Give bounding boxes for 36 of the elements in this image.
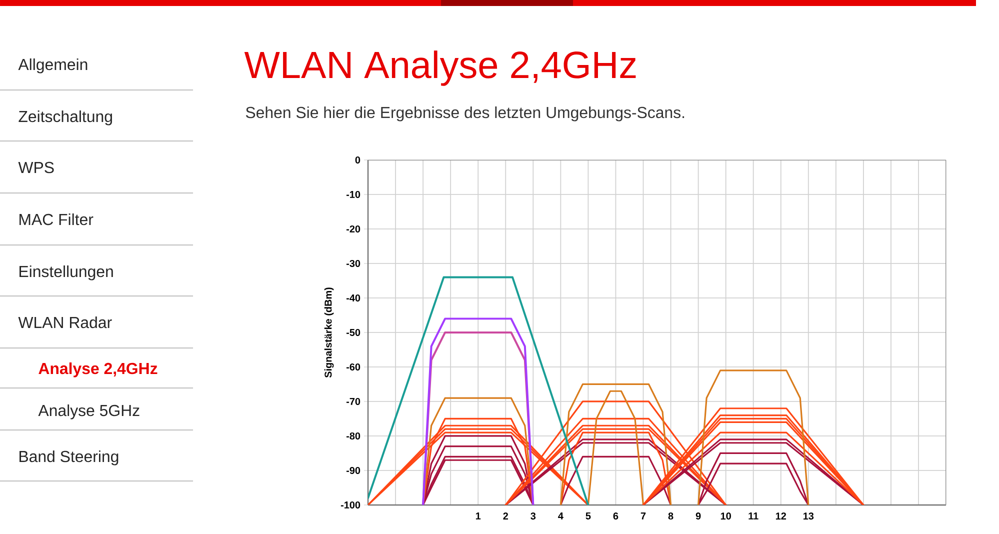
text: MAC Filter (20, 213, 94, 226)
y-tick-label: -10 (346, 190, 360, 198)
text: Analyse 5GHz (38, 404, 140, 420)
y-tick-label: -100 (340, 501, 360, 509)
x-tick-label: 3 (530, 512, 536, 520)
y-tick-label: -30 (346, 260, 360, 268)
x-tick-label: 11 (748, 512, 758, 520)
x-tick-label: 9 (696, 512, 701, 520)
y-tick-label: -50 (346, 328, 360, 336)
x-tick-label: 12 (776, 512, 786, 520)
chart-title: WLAN Analyse 2,4GHz (244, 50, 636, 86)
text: WLAN Radar (18, 316, 112, 328)
x-tick-label: 2 (503, 512, 508, 520)
x-tick-label: 10 (720, 512, 731, 520)
y-tick-label: -40 (346, 294, 360, 302)
x-tick-label: 1 (476, 512, 481, 520)
text: Einstellungen (20, 265, 113, 280)
x-tick-label: 8 (668, 512, 674, 520)
x-tick-label: 6 (613, 512, 618, 520)
y-tick-label: -20 (346, 225, 360, 233)
y-tick-label: -60 (346, 363, 360, 371)
y-tick-label: -90 (346, 466, 360, 474)
x-tick-label: 13 (803, 512, 814, 520)
chart-subtitle: Sehen Sie hier die Ergebnisse des letzten Umgebungs-Scans. (246, 106, 684, 122)
y-tick-label: -70 (346, 398, 360, 406)
text: Analyse 2,4GHz (38, 362, 158, 378)
x-tick-label: 5 (586, 512, 591, 520)
text: Allgemein (18, 58, 88, 74)
text: WPS (18, 162, 54, 174)
text: Band Steering (20, 450, 118, 466)
y-axis-title: Signalstärke (dBm) (324, 288, 334, 378)
x-tick-label: 7 (640, 512, 646, 520)
y-tick-label: -80 (346, 432, 360, 440)
text: Zeitschaltung (18, 110, 112, 126)
x-tick-label: 4 (558, 512, 564, 520)
y-tick-label: 0 (355, 156, 360, 164)
